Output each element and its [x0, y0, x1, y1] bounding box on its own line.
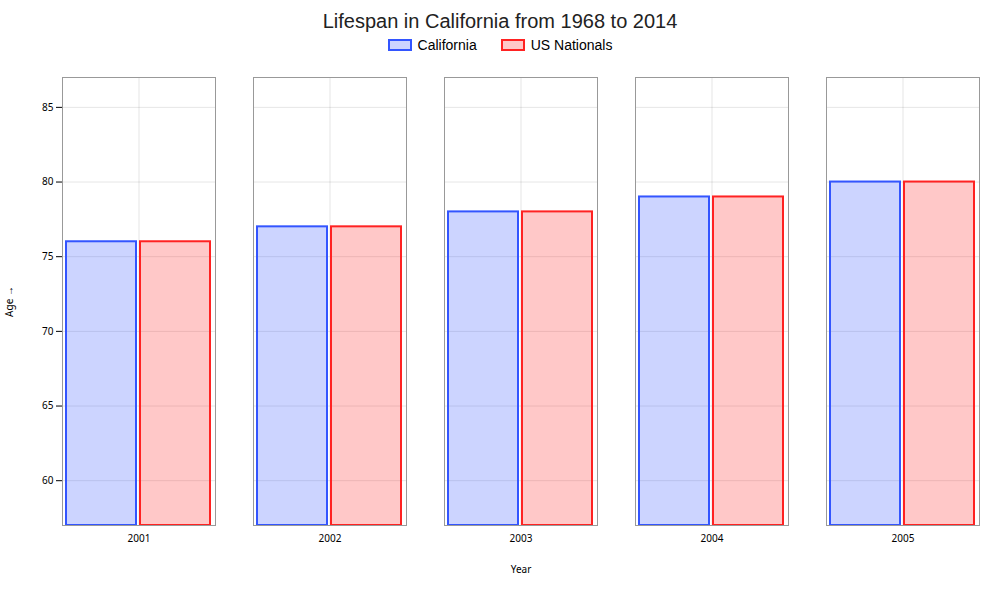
svg-text:2002: 2002: [319, 531, 342, 545]
html-text:California: California: [417, 37, 477, 53]
svg-text:70: 70: [42, 324, 54, 338]
svg-text:Age →: Age →: [2, 286, 16, 317]
svg-text:85: 85: [42, 100, 54, 114]
svg-text:2003: 2003: [510, 531, 533, 545]
svg-text:75: 75: [42, 249, 54, 263]
html-text:Lifespan in California from 19: Lifespan in California from 1968 to 2014: [322, 10, 678, 32]
svg-text:80: 80: [42, 174, 54, 188]
svg-text:65: 65: [42, 398, 54, 412]
html-text:US Nationals: US Nationals: [530, 37, 613, 53]
svg-text:2005: 2005: [892, 531, 915, 545]
svg-text:2001: 2001: [128, 531, 151, 545]
svg-text:60: 60: [42, 473, 54, 487]
svg-text:2004: 2004: [701, 531, 724, 545]
svg-text:Year: Year: [511, 562, 532, 576]
